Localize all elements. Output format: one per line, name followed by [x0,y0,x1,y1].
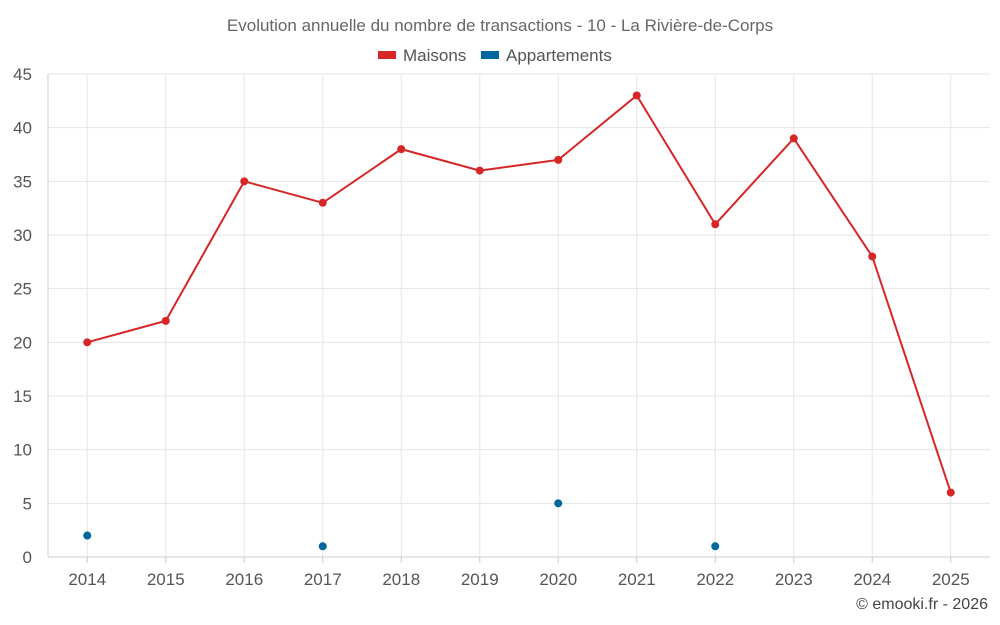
legend: Maisons Appartements [378,46,612,65]
data-point-maisons[interactable] [83,338,92,347]
legend-item-maisons[interactable]: Maisons [378,46,466,65]
x-tick-label: 2020 [539,570,577,589]
data-point-maisons[interactable] [318,198,327,207]
x-tick-label: 2014 [68,570,106,589]
data-point-maisons[interactable] [240,177,249,186]
x-tick-label: 2025 [932,570,970,589]
series-appartements [83,499,720,551]
data-point-appartements[interactable] [83,531,92,540]
x-tick-label: 2017 [304,570,342,589]
y-tick-label: 15 [13,387,32,406]
series-line-maisons [86,94,952,493]
legend-label-appartements: Appartements [506,46,612,65]
data-point-maisons[interactable] [554,155,563,164]
y-tick-label: 30 [13,226,32,245]
data-point-maisons[interactable] [632,91,641,100]
series [83,91,955,551]
data-point-maisons[interactable] [397,145,406,154]
legend-label-maisons: Maisons [403,46,466,65]
y-tick-label: 35 [13,172,32,191]
x-tick-label: 2021 [618,570,656,589]
x-tick-label: 2022 [696,570,734,589]
y-tick-label: 45 [13,65,32,84]
x-tick-label: 2018 [382,570,420,589]
data-point-appartements[interactable] [318,542,327,551]
x-tick-label: 2019 [461,570,499,589]
data-point-maisons[interactable] [475,166,484,175]
y-tick-label: 20 [13,333,32,352]
data-point-appartements[interactable] [711,542,720,551]
series-maisons [83,91,955,497]
y-tick-label: 10 [13,441,32,460]
y-tick-label: 25 [13,280,32,299]
legend-swatch-maisons [378,51,396,59]
chart-title: Evolution annuelle du nombre de transact… [227,16,773,35]
x-tick-label: 2023 [775,570,813,589]
legend-item-appartements[interactable]: Appartements [481,46,612,65]
y-tick-label: 0 [23,548,32,567]
data-point-maisons[interactable] [789,134,798,143]
grid [48,73,990,557]
data-point-maisons[interactable] [711,220,720,229]
x-tick-label: 2024 [853,570,891,589]
data-point-appartements[interactable] [554,499,563,508]
x-tick-label: 2015 [147,570,185,589]
data-point-maisons[interactable] [868,252,877,261]
y-tick-label: 5 [23,494,32,513]
credit-text: © emooki.fr - 2026 [856,596,988,613]
y-tick-label: 40 [13,119,32,138]
data-point-maisons[interactable] [161,316,170,325]
x-tick-label: 2016 [225,570,263,589]
data-point-maisons[interactable] [946,488,955,497]
legend-swatch-appartements [481,51,499,59]
